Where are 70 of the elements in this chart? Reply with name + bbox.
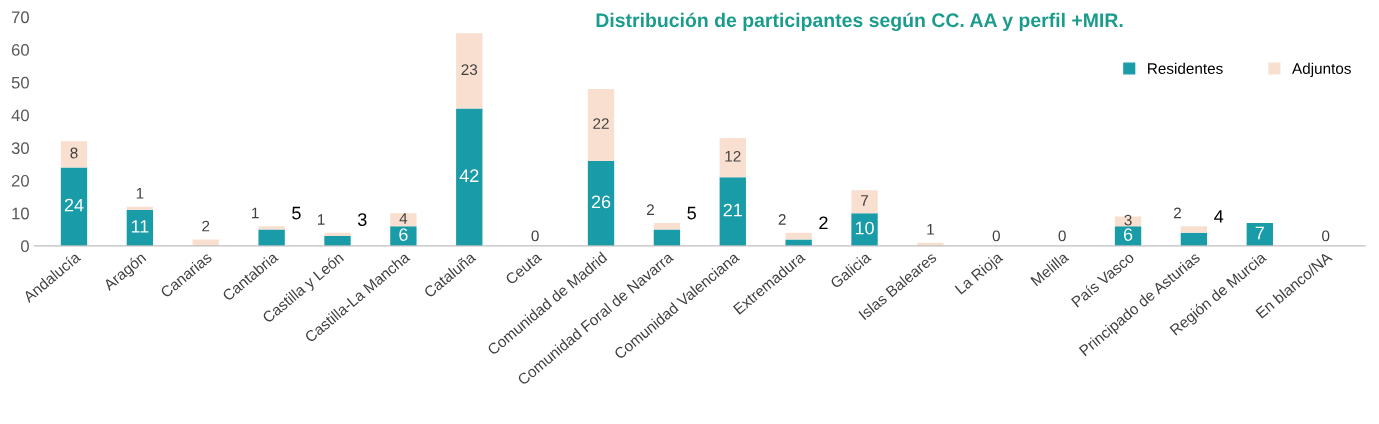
data-label: 10	[855, 221, 874, 235]
bar	[456, 33, 483, 109]
bar	[653, 229, 681, 246]
data-label: 26	[591, 195, 611, 209]
y-tick-label: 0	[21, 240, 29, 253]
y-tick-label: 60	[11, 44, 29, 56]
data-label: 11	[131, 220, 149, 233]
bar	[785, 232, 812, 240]
data-label: 22	[593, 118, 609, 129]
data-label: 4	[399, 213, 408, 224]
bar	[587, 88, 615, 161]
bar	[851, 213, 878, 246]
bar	[390, 213, 417, 227]
bar	[324, 236, 351, 246]
y-tick-label: 70	[11, 11, 29, 24]
legend-label: Residentes	[1148, 62, 1223, 74]
data-label: 1	[927, 224, 934, 235]
legend-label: Adjuntos	[1292, 62, 1351, 78]
data-label: 7	[1255, 226, 1264, 240]
bar	[192, 239, 219, 246]
data-label: 6	[1123, 228, 1133, 241]
data-label: 12	[725, 150, 741, 162]
bar	[1114, 216, 1142, 227]
data-label: 24	[64, 198, 84, 212]
data-label: 42	[459, 169, 479, 182]
data-label: 0	[531, 230, 539, 242]
data-label: 5	[687, 206, 696, 220]
data-label: 5	[292, 206, 301, 220]
data-label: 23	[461, 64, 478, 76]
y-tick-label: 10	[12, 207, 29, 220]
bar	[587, 160, 615, 246]
bar	[719, 177, 746, 246]
bar	[653, 223, 681, 230]
y-tick-label: 50	[11, 76, 29, 89]
bar	[785, 239, 812, 246]
data-label: 2	[819, 216, 828, 230]
bar	[851, 190, 878, 214]
data-label: 1	[252, 207, 259, 219]
bar	[60, 167, 88, 246]
bar	[1246, 223, 1273, 246]
data-label: 21	[723, 203, 742, 217]
data-label: 3	[1124, 214, 1132, 226]
bar	[456, 108, 483, 246]
bar	[390, 226, 417, 246]
data-label: 2	[646, 204, 654, 215]
bar	[258, 226, 285, 230]
bar	[126, 206, 154, 210]
data-label: 0	[1322, 230, 1330, 242]
bar	[719, 137, 746, 178]
bar	[258, 229, 285, 246]
y-tick-label: 20	[11, 174, 29, 187]
bar	[324, 232, 351, 237]
data-label: 3	[357, 213, 367, 226]
data-label: 4	[1214, 210, 1224, 223]
data-label: 6	[399, 228, 408, 241]
y-tick-label: 40	[11, 109, 29, 122]
data-label: 7	[861, 195, 869, 206]
bar	[1180, 226, 1208, 233]
data-label: 2	[1173, 207, 1181, 219]
y-tick-label: 30	[11, 142, 29, 154]
bar	[1180, 232, 1208, 246]
data-label: 1	[317, 214, 325, 225]
data-label: 8	[70, 147, 78, 159]
chart-title: Distribución de participantes según CC. AA y perfil +MIR.	[596, 12, 1123, 32]
data-label: 0	[1058, 230, 1066, 242]
data-label: 2	[202, 220, 210, 232]
data-label: 1	[136, 188, 144, 199]
data-label: 0	[992, 230, 1000, 242]
bar	[60, 141, 88, 168]
data-label: 2	[778, 214, 786, 225]
